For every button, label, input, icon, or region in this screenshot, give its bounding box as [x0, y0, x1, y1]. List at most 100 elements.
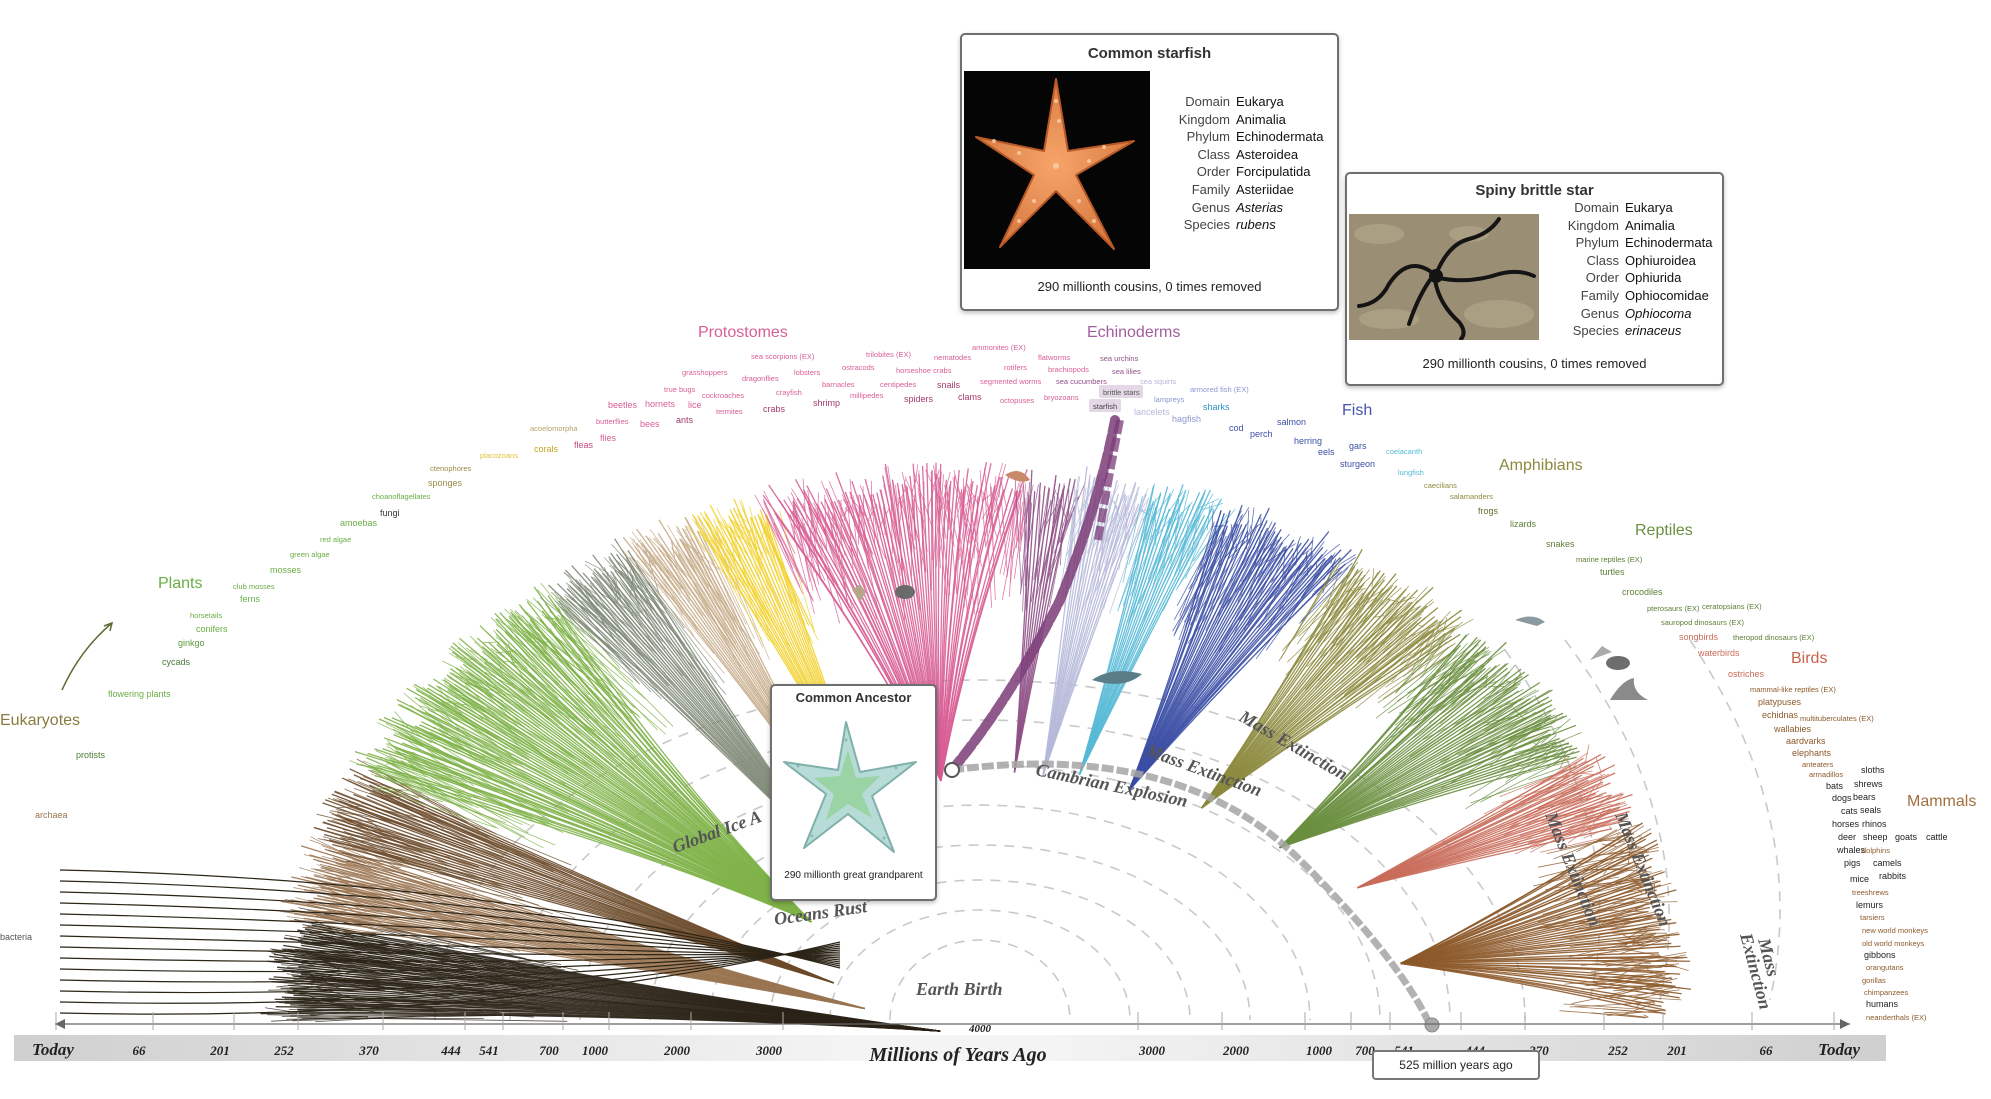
axis-tick-label: 1000: [1306, 1043, 1333, 1058]
twig: [1413, 661, 1478, 726]
taxonomy-rank: Phylum: [1539, 234, 1625, 252]
leaf-label-rabbits: rabbits: [1879, 871, 1907, 881]
leaf-label-ostriches: ostriches: [1728, 669, 1765, 679]
leaf-label-horses: horses: [1832, 819, 1860, 829]
taxonomy-value: Eukarya: [1625, 199, 1673, 217]
leaf-label-chimpanzees: chimpanzees: [1864, 988, 1908, 997]
earth-birth-label: Earth Birth: [915, 979, 1003, 999]
twig: [1000, 477, 1007, 509]
leaf-label-horseshoe-crabs: horseshoe crabs: [896, 366, 952, 375]
leaf-label-perch: perch: [1250, 429, 1273, 439]
taxonomy-value: Ophiocoma: [1625, 305, 1691, 323]
leaf-label-mice: mice: [1850, 874, 1869, 884]
leaf-label-hornets: hornets: [645, 399, 676, 409]
leaf-label-rotifers: rotifers: [1004, 363, 1027, 372]
leaf-label-flatworms: flatworms: [1038, 353, 1070, 362]
leaf-label-conifers: conifers: [196, 624, 228, 634]
twig: [1372, 568, 1374, 587]
leaf-label-salmon: salmon: [1277, 417, 1306, 427]
eukaryotes-arrow: [62, 623, 112, 690]
axis-tick-label: Today: [1818, 1040, 1860, 1059]
axis-tick-label: 252: [1607, 1043, 1628, 1058]
leaf-label-ferns: ferns: [240, 594, 261, 604]
leaf-label-placozoans: placozoans: [480, 451, 518, 460]
leaf-label-shrews: shrews: [1854, 779, 1883, 789]
leaf-label-beetles: beetles: [608, 400, 638, 410]
taxonomy-value: Ophiocomidae: [1625, 287, 1709, 305]
leaf-label-archaea: archaea: [35, 810, 68, 820]
leaf-label-pterosaurs: pterosaurs (EX): [1647, 604, 1700, 613]
leaf-label-red-algae: red algae: [320, 535, 351, 544]
taxonomy-rank: Order: [1539, 269, 1625, 287]
taxonomy-value: Ophiuroidea: [1625, 252, 1696, 270]
time-marker-badge[interactable]: 525 million years ago: [1372, 1050, 1540, 1080]
leaf-label-ostracods: ostracods: [842, 363, 875, 372]
leaf-label-gibbons: gibbons: [1864, 950, 1896, 960]
leaf-label-ammonites: ammonites (EX): [972, 343, 1026, 352]
leaf-label-corals: corals: [534, 444, 559, 454]
axis-title: Millions of Years Ago: [868, 1044, 1046, 1066]
leaf-label-theropod: theropod dinosaurs (EX): [1733, 633, 1815, 642]
leaf-label-sea-squirts: sea squirts: [1140, 377, 1177, 386]
cousins-text: 290 millionth cousins, 0 times removed: [1347, 356, 1722, 371]
group-label-amphibians: Amphibians: [1499, 457, 1583, 474]
taxonomy-rank: Species: [1150, 216, 1236, 234]
leaf-label-termites: termites: [716, 407, 743, 416]
leaf-label-lungfish: lungfish: [1398, 468, 1424, 477]
group-label-mammals: Mammals: [1907, 793, 1976, 810]
axis-tick-label: 66: [133, 1043, 147, 1058]
taxonomy-value: Asterias: [1236, 199, 1283, 217]
leaf-label-platypuses: platypuses: [1758, 697, 1802, 707]
leaf-label-fungi: fungi: [380, 508, 400, 518]
ancestor-caption: 290 millionth great grandparent: [772, 870, 935, 881]
shell-icon: [895, 585, 915, 599]
taxonomy-rank: Class: [1539, 252, 1625, 270]
pterosaur-icon: [1515, 616, 1545, 626]
time-ring: [830, 910, 1130, 1020]
axis-tick-label: 541: [479, 1043, 499, 1058]
leaf-label-segmented-worms: segmented worms: [980, 377, 1042, 386]
taxonomy-rank: Class: [1150, 146, 1236, 164]
taxonomy-value: Echinodermata: [1625, 234, 1712, 252]
leaf-label-crocodiles: crocodiles: [1622, 587, 1663, 597]
group-label-birds: Birds: [1791, 650, 1827, 667]
group-label-reptiles: Reptiles: [1635, 522, 1693, 539]
leaf-label-multituberculates: multituberculates (EX): [1800, 714, 1874, 723]
leaf-label-aardvarks: aardvarks: [1786, 736, 1826, 746]
taxonomy-rank: Order: [1150, 163, 1236, 181]
taxonomy-rank: Domain: [1539, 199, 1625, 217]
leaf-label-songbirds: songbirds: [1679, 632, 1719, 642]
leaf-label-octopuses: octopuses: [1000, 396, 1034, 405]
common-ancestor-card[interactable]: Common Ancestor 290 millionth great gran…: [770, 684, 937, 901]
axis-tick-label: 201: [1666, 1043, 1687, 1058]
taxonomy-rank: Domain: [1150, 93, 1236, 111]
leaf-label-flies: flies: [600, 433, 617, 443]
group-label-protostomes: Protostomes: [698, 324, 788, 341]
leaf-label-dolphins: dolphins: [1862, 846, 1890, 855]
leaf-label-sloths: sloths: [1861, 765, 1885, 775]
leaf-label-wallabies: wallabies: [1773, 724, 1812, 734]
taxonomy-rank: Genus: [1150, 199, 1236, 217]
leaf-label-protists: protists: [76, 750, 106, 760]
leaf-label-ctenophores: ctenophores: [430, 464, 472, 473]
leaf-label-millipedes: millipedes: [850, 391, 884, 400]
leaf-label-grasshoppers: grasshoppers: [682, 368, 728, 377]
taxonomy-value: Animalia: [1236, 111, 1286, 129]
leaf-label-fleas: fleas: [574, 440, 594, 450]
leaf-label-eels: eels: [1318, 447, 1335, 457]
leaf-label-salamanders: salamanders: [1450, 492, 1493, 501]
leaf-label-old-world-monkeys: old world monkeys: [1862, 939, 1924, 948]
axis-arrow-right: [1840, 1019, 1850, 1029]
leaf-label-goats: goats: [1895, 832, 1918, 842]
leaf-label-tarsiers: tarsiers: [1860, 913, 1885, 922]
leaf-label-rhinos: rhinos: [1862, 819, 1887, 829]
leaf-label-ceratopsians: ceratopsians (EX): [1702, 602, 1762, 611]
